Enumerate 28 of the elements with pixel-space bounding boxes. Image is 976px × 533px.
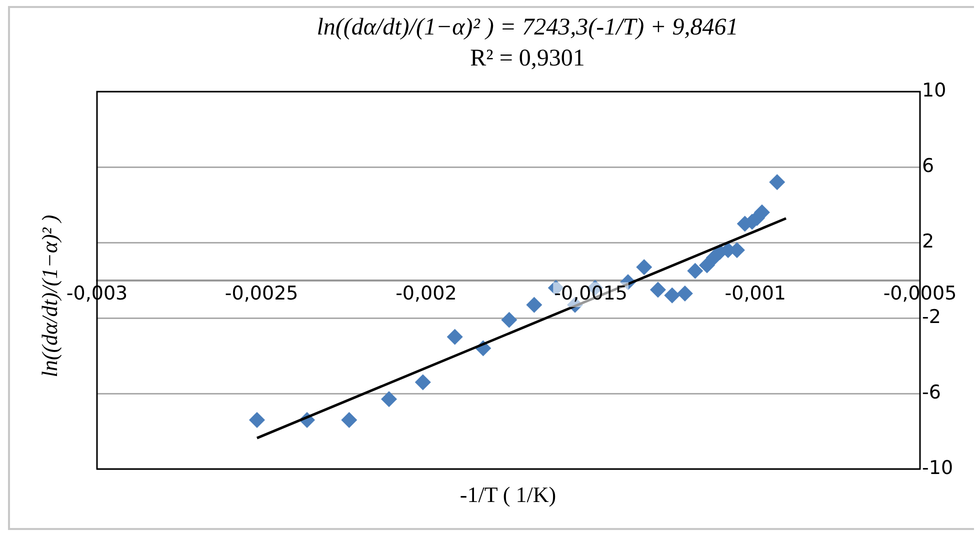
point <box>414 374 431 390</box>
point <box>526 296 542 313</box>
point <box>341 412 358 428</box>
point <box>650 282 666 298</box>
point <box>381 391 397 408</box>
y-tick-label: 2 <box>922 230 934 252</box>
point <box>501 312 518 328</box>
x-tick-label: -0,0025 <box>224 282 298 305</box>
point <box>446 328 463 345</box>
point <box>687 262 704 279</box>
point <box>769 174 786 190</box>
y-tick-label: -10 <box>922 456 954 479</box>
point <box>676 286 693 302</box>
point <box>664 287 680 304</box>
point <box>248 412 265 428</box>
y-tick-label: -6 <box>922 381 941 404</box>
chart-title: ln((dα/dt)/(1−α)² ) = 7243,3(-1/T) + 9,8461 <box>316 14 738 41</box>
y-axis-title: ln((dα/dt)/(1−α)² ) <box>37 214 63 378</box>
x-tick-label: -0,002 <box>396 282 457 305</box>
y-tick-label: 10 <box>922 80 946 102</box>
y-tick-label: -2 <box>922 306 941 328</box>
chart-subtitle: R² = 0,9301 <box>470 45 585 72</box>
point <box>699 257 716 274</box>
point <box>636 259 652 276</box>
y-tick-label: 6 <box>922 155 934 178</box>
x-tick-label: -0,0015 <box>554 282 628 305</box>
x-axis-title: -1/T ( 1/K) <box>460 482 556 508</box>
x-tick-label: -0,001 <box>724 282 786 305</box>
